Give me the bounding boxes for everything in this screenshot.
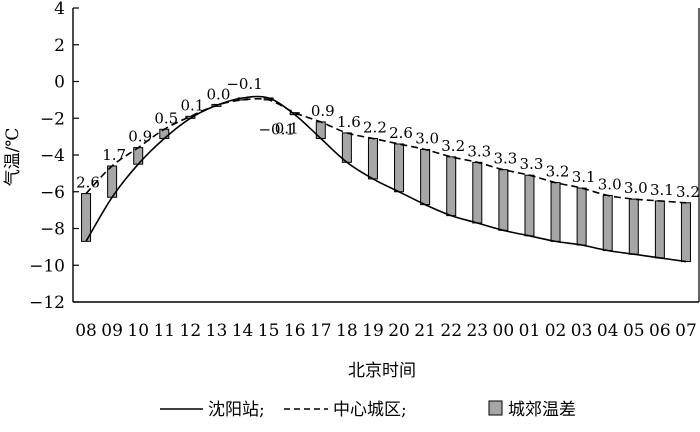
y-tick-label: −4 <box>40 146 65 166</box>
x-tick-label: 03 <box>571 321 593 341</box>
bar-value-label: 2.2 <box>363 118 387 136</box>
x-tick-label: 20 <box>388 321 410 341</box>
x-axis-title: 北京时间 <box>348 361 416 381</box>
bar-value-label: 3.2 <box>441 137 465 155</box>
difference-bar <box>680 202 691 263</box>
y-tick-label: −2 <box>40 109 65 129</box>
x-tick-label: 04 <box>597 321 619 341</box>
series-line-shenyang <box>85 95 687 263</box>
bar-value-label: 0.5 <box>154 109 178 127</box>
bar-value-labels: 2.61.70.90.50.10.0−0.1−0.10.91.6 2.2 2.6 3.… <box>76 75 700 201</box>
x-tick-label: 23 <box>466 321 488 341</box>
y-tick-label: −8 <box>40 220 65 240</box>
y-tick-label: −12 <box>29 293 65 313</box>
bar-value-label: 2.6 <box>389 124 413 142</box>
difference-bar <box>576 187 587 246</box>
bar-value-label: 3.2 <box>546 163 570 181</box>
difference-bar <box>472 161 483 224</box>
bar-value-label: 3.0 <box>598 175 622 193</box>
series-line-center-city <box>85 97 687 204</box>
y-tick-label: −10 <box>29 256 65 276</box>
bar-value-label: 3.2 <box>676 183 700 201</box>
bar-value-label: 1.7 <box>102 146 126 164</box>
x-tick-label: 22 <box>440 321 462 341</box>
bar-value-label: −0.1 <box>258 121 294 139</box>
difference-bar <box>498 169 509 231</box>
x-tick-label: 02 <box>545 321 567 341</box>
x-tick-label: 13 <box>206 321 228 341</box>
x-tick-label: 01 <box>519 321 541 341</box>
bar-value-label: 0.9 <box>128 128 152 146</box>
x-tick-label: 07 <box>675 321 697 341</box>
x-tick-label: 18 <box>336 321 358 341</box>
difference-bar <box>654 200 665 259</box>
y-tick-label: 0 <box>54 73 65 93</box>
legend-gray-box-symbol <box>488 400 503 416</box>
difference-bar <box>159 128 170 139</box>
bar-value-label: 3.0 <box>624 179 648 197</box>
x-tick-label: 19 <box>362 321 384 341</box>
bar-value-label: 0.0 <box>207 85 231 103</box>
x-tick-label: 00 <box>493 321 515 341</box>
difference-bar <box>420 148 431 206</box>
legend-label-urban-rural-difference: 城郊温差 <box>508 400 576 420</box>
x-tick-label: 12 <box>180 321 202 341</box>
bar-value-label: 0.1 <box>180 96 204 114</box>
bar-value-label: 2.6 <box>76 174 100 192</box>
difference-bar <box>367 137 378 180</box>
difference-bar <box>81 193 92 242</box>
y-tick-label: −6 <box>40 183 65 203</box>
difference-bar <box>446 156 457 217</box>
legend-label-shenyang: 沈阳站; <box>208 400 265 420</box>
difference-bar <box>524 174 535 237</box>
x-tick-label: 06 <box>649 321 671 341</box>
bar-value-label: 3.3 <box>520 155 544 173</box>
bar-value-label: 1.6 <box>337 113 361 131</box>
legend: 沈阳站; 中心城区; 城郊温差 <box>160 400 576 420</box>
bar-value-label: 0.1 <box>275 120 299 138</box>
x-tick-label: 16 <box>284 321 306 341</box>
difference-bar <box>602 194 613 252</box>
bar-value-label: 3.3 <box>467 142 491 160</box>
bar-value-label: −0.1 <box>226 75 262 93</box>
bar-value-label: 3.1 <box>650 181 674 199</box>
bar-value-label: 0.9 <box>311 102 335 120</box>
x-tick-label: 17 <box>310 321 332 341</box>
x-tick-label: 14 <box>232 321 254 341</box>
y-tick-label: 2 <box>54 36 65 56</box>
difference-bar <box>550 182 561 242</box>
difference-bar <box>341 132 352 163</box>
legend-label-center-city: 中心城区; <box>333 400 407 420</box>
x-tick-label: 09 <box>101 321 123 341</box>
bar-value-label: 3.0 <box>415 129 439 147</box>
bar-value-label: 3.3 <box>493 150 517 168</box>
x-tick-label: 08 <box>75 321 97 341</box>
x-tick-label: 11 <box>153 321 175 341</box>
x-tick-label: 10 <box>127 321 149 341</box>
y-axis-title: 气温/℃ <box>3 128 23 187</box>
y-tick-label: 4 <box>54 0 65 19</box>
difference-bar <box>394 143 405 193</box>
x-tick-label: 05 <box>623 321 645 341</box>
x-tick-label: 15 <box>258 321 280 341</box>
x-tick-label: 21 <box>414 321 436 341</box>
bar-value-label: 3.1 <box>572 168 596 186</box>
temperature-lines <box>85 95 687 263</box>
difference-bar <box>628 198 639 255</box>
